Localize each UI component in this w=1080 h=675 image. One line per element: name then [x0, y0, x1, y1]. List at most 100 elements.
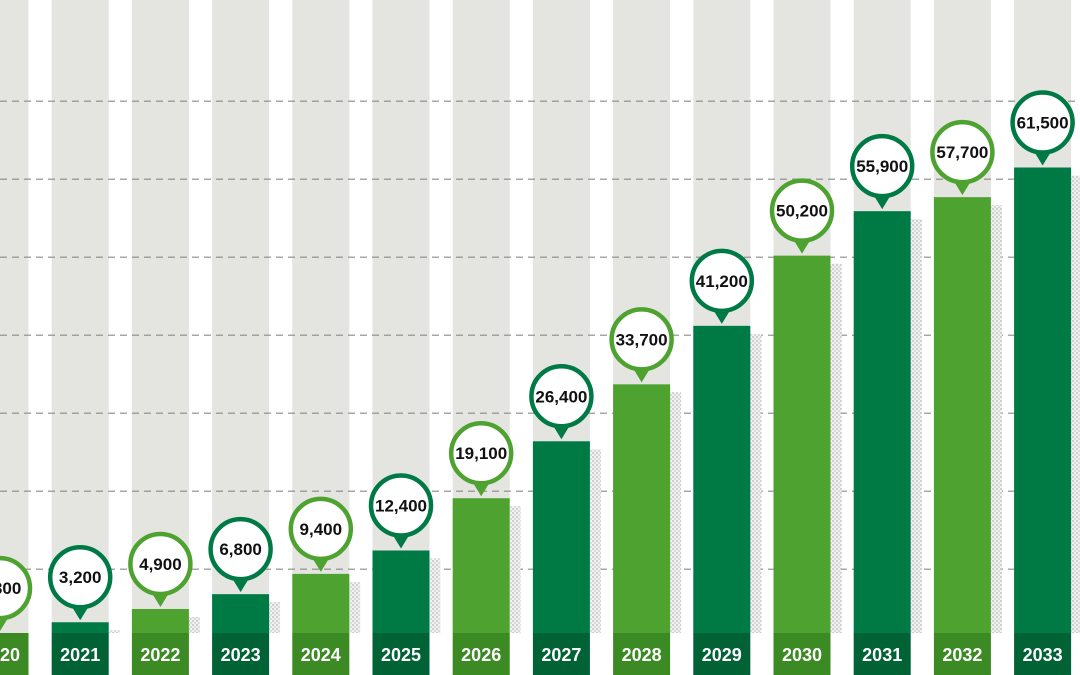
x-tick-label: 2030	[782, 645, 822, 665]
data-label: 26,400	[535, 387, 587, 406]
bar-2028	[613, 384, 671, 633]
data-label: 4,900	[139, 555, 182, 574]
x-tick-label: 2022	[140, 645, 180, 665]
bar-shadow	[349, 581, 361, 633]
pin-circle	[208, 516, 273, 582]
year-strip	[0, 633, 29, 675]
data-labels: 1,800 3,200 4,900 6,800 9,400 12,400 19,100 26,…	[0, 90, 1075, 632]
bar-2025	[372, 550, 430, 633]
year-strip	[1014, 633, 1072, 675]
value-pin: 57,700	[930, 119, 995, 196]
bar-shadows	[108, 175, 1080, 633]
value-pin: 4,900	[128, 531, 193, 607]
x-tick-label: 2032	[942, 645, 982, 665]
pin-circle	[368, 473, 434, 538]
bar-2031	[853, 211, 911, 633]
bar-2030	[773, 255, 831, 633]
value-pin: 41,200	[689, 248, 755, 324]
data-label: 1,800	[0, 579, 21, 598]
x-tick-label: 2026	[461, 645, 501, 665]
bar-shadow	[910, 219, 922, 633]
value-pin: 55,900	[849, 133, 915, 210]
bar-shadow	[589, 449, 601, 633]
year-strip	[532, 633, 590, 675]
pin-circle	[609, 307, 674, 372]
data-label: 55,900	[856, 157, 908, 176]
bar-shadow	[990, 205, 1002, 633]
bar-2027	[532, 441, 590, 633]
data-label: 61,500	[1017, 114, 1069, 133]
pin-circle	[529, 364, 594, 429]
bar-shadow	[108, 630, 120, 633]
value-pin: 6,800	[208, 516, 273, 593]
year-strip	[212, 633, 270, 675]
pin-circle	[448, 420, 514, 486]
bar-2021	[51, 622, 109, 633]
year-strip	[693, 633, 751, 675]
data-label: 3,200	[59, 568, 102, 587]
value-pin: 12,400	[368, 473, 434, 549]
year-strip	[853, 633, 911, 675]
data-label: 33,700	[616, 330, 668, 349]
value-pin: 50,200	[769, 178, 835, 254]
x-tick-label: 2027	[541, 645, 581, 665]
year-strip	[452, 633, 510, 675]
bar-2029	[693, 325, 751, 633]
bars	[51, 167, 1072, 633]
bar-2023	[212, 594, 270, 633]
pin-circle	[0, 555, 33, 621]
value-pin: 33,700	[609, 307, 674, 383]
bar-shadow	[269, 602, 281, 633]
x-tick-label: 2025	[381, 645, 421, 665]
value-pin: 9,400	[288, 496, 354, 572]
value-pin: 26,400	[529, 364, 594, 440]
year-strip	[292, 633, 350, 675]
pin-circle	[930, 119, 995, 185]
bar-shadow	[509, 506, 521, 633]
bar-2022	[131, 608, 189, 633]
x-tick-label: 2033	[1023, 645, 1063, 665]
pin-circle	[849, 133, 915, 199]
data-label: 19,100	[455, 444, 507, 463]
value-pin: 3,200	[47, 544, 113, 621]
data-label: 6,800	[219, 540, 262, 559]
bar-2024	[292, 573, 350, 633]
data-label: 57,700	[936, 143, 988, 162]
bar-2033	[1014, 167, 1072, 633]
bar-2026	[452, 498, 510, 633]
data-label: 12,400	[375, 496, 427, 515]
x-tick-label: 2028	[622, 645, 662, 665]
year-strip	[372, 633, 430, 675]
year-strip	[933, 633, 991, 675]
year-strip	[613, 633, 671, 675]
bar-shadow	[750, 333, 762, 633]
value-pin: 19,100	[448, 420, 514, 497]
data-label: 50,200	[776, 202, 828, 221]
pin-circle	[47, 544, 113, 610]
x-tick-label: 2029	[702, 645, 742, 665]
bar-shadow	[188, 616, 200, 633]
pin-circle	[689, 248, 755, 314]
bar-shadow	[1071, 175, 1080, 633]
year-strip	[131, 633, 189, 675]
bar-shadow	[670, 392, 682, 633]
x-tick-label: 2023	[221, 645, 261, 665]
x-tick-label: 2031	[862, 645, 902, 665]
pin-circle	[769, 178, 835, 243]
bar-2032	[933, 197, 991, 633]
value-pin: 1,800	[0, 555, 33, 632]
data-label: 9,400	[300, 520, 343, 539]
data-label: 41,200	[696, 272, 748, 291]
x-tick-label: 2024	[301, 645, 341, 665]
value-pin: 61,500	[1010, 90, 1075, 166]
pin-circle	[1010, 90, 1075, 155]
pin-circle	[288, 496, 354, 562]
x-tick-label: 2021	[60, 645, 100, 665]
year-strip	[51, 633, 109, 675]
bar-shadow	[429, 558, 441, 633]
year-strip	[773, 633, 831, 675]
pin-circle	[128, 531, 193, 597]
